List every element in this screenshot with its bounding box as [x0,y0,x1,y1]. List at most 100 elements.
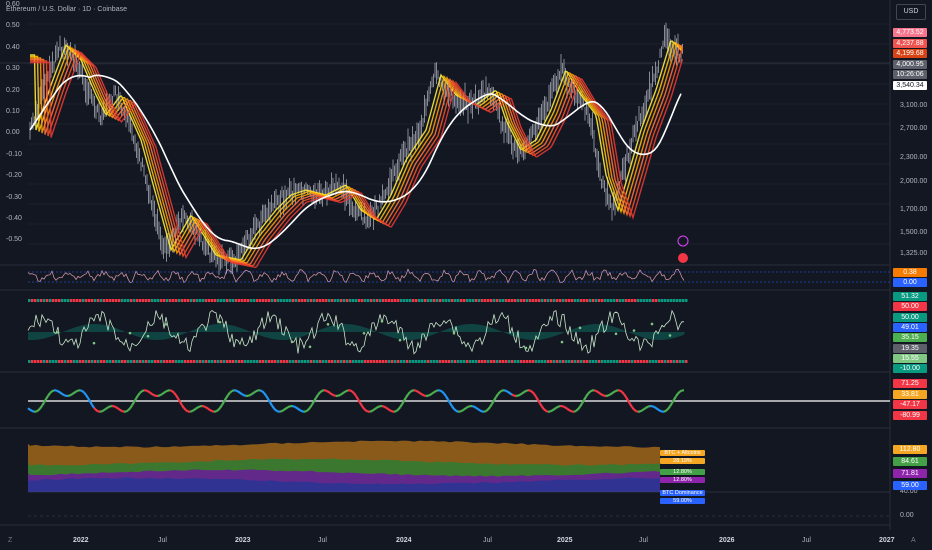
signal-dot [380,319,384,323]
momentum-segment [275,409,279,413]
momentum-segment [555,405,559,409]
signal-strip-cell [298,360,301,363]
momentum-segment [137,392,141,397]
auto-scale-button[interactable]: A [911,537,916,544]
signal-strip-cell [307,299,310,302]
signal-strip-cell [448,360,451,363]
signal-strip-cell [223,299,226,302]
momentum-segment [361,405,365,410]
signal-strip-cell [196,299,199,302]
signal-strip-cell [589,299,592,302]
momentum-segment [309,404,313,409]
currency-button[interactable]: USD [896,4,926,20]
signal-strip-cell [325,360,328,363]
momentum-segment [211,410,215,413]
momentum-segment [551,408,555,412]
momentum-segment [195,406,199,410]
time-axis-label: Jul [802,537,811,544]
signal-dot [452,331,456,335]
zoom-left-label[interactable]: Z [8,537,13,544]
momentum-segment [127,407,131,412]
momentum-segment [677,390,681,395]
momentum-segment [443,392,447,397]
signal-strip-cell [247,360,250,363]
signal-strip-cell [208,360,211,363]
signal-strip-cell [229,360,232,363]
momentum-segment [45,395,49,400]
time-axis-label: Jul [639,537,648,544]
signal-strip-cell [352,299,355,302]
momentum-segment [59,391,63,395]
momentum-segment [567,408,571,412]
momentum-segment [541,406,545,410]
signal-strip-cell [409,360,412,363]
momentum-segment [569,409,573,413]
signal-strip-cell [490,299,493,302]
signal-strip-cell [655,360,658,363]
signal-strip-cell [271,299,274,302]
signal-strip-cell [472,360,475,363]
signal-strip-cell [58,360,61,363]
signal-strip-cell [559,299,562,302]
symbol-title[interactable]: Ethereum / U.S. Dollar · 1D · Coinbase [6,6,127,13]
signal-strip-cell [244,299,247,302]
momentum-segment [363,407,367,412]
signal-strip-cell [286,299,289,302]
momentum-segment [575,408,579,412]
momentum-segment [381,404,385,408]
signal-strip-cell [148,360,151,363]
legend-label: 12.80% [660,477,705,483]
signal-strip-cell [544,299,547,302]
momentum-segment [263,392,267,397]
signal-strip-cell [652,299,655,302]
signal-strip-cell [469,299,472,302]
momentum-segment [241,393,245,397]
price-tag: 0.38 [893,268,927,277]
momentum-segment [71,392,75,396]
price-tag: 19.35 [893,343,927,353]
oscillator-pane-1[interactable] [27,268,890,284]
signal-strip-cell [643,299,646,302]
signal-strip-cell [529,360,532,363]
momentum-segment [163,390,167,394]
signal-strip-cell [343,360,346,363]
signal-strip-cell [340,299,343,302]
oscillator-pane-2[interactable] [27,299,688,363]
momentum-segment [125,409,129,413]
signal-strip-cell [328,360,331,363]
dominance-pane[interactable] [28,440,890,517]
signal-strip-cell [49,360,52,363]
signal-strip-cell [433,360,436,363]
price-pane[interactable] [29,22,689,276]
signal-strip-cell [580,299,583,302]
signal-strip-cell [394,360,397,363]
signal-strip-cell [568,299,571,302]
signal-strip-cell [649,360,652,363]
signal-strip-cell [433,299,436,302]
signal-strip-cell [214,299,217,302]
momentum-segment [105,406,109,410]
signal-strip-cell [610,299,613,302]
signal-strip-cell [199,299,202,302]
signal-strip-cell [103,299,106,302]
signal-dot [398,338,402,342]
price-tag: -80.99 [893,410,927,420]
momentum-segment [529,389,533,393]
signal-strip-cell [166,299,169,302]
momentum-segment [455,409,459,413]
momentum-segment [471,404,475,408]
signal-strip-cell [310,299,313,302]
time-axis-label: 2026 [719,537,735,544]
oscillator-pane-3[interactable] [27,389,890,413]
signal-strip-cell [574,299,577,302]
momentum-segment [429,392,433,396]
signal-strip-cell [208,299,211,302]
signal-strip-cell [151,299,154,302]
momentum-segment [159,393,163,397]
momentum-segment [373,407,377,411]
momentum-segment [369,409,373,413]
signal-strip-cell [244,360,247,363]
momentum-segment [485,408,489,412]
signal-strip-cell [613,360,616,363]
